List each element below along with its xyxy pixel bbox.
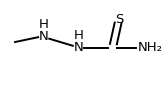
Text: H: H <box>73 29 83 42</box>
Text: H: H <box>39 18 49 31</box>
Text: S: S <box>115 13 123 26</box>
Text: N: N <box>39 30 49 43</box>
Text: N: N <box>73 41 83 54</box>
Text: NH₂: NH₂ <box>138 41 163 54</box>
